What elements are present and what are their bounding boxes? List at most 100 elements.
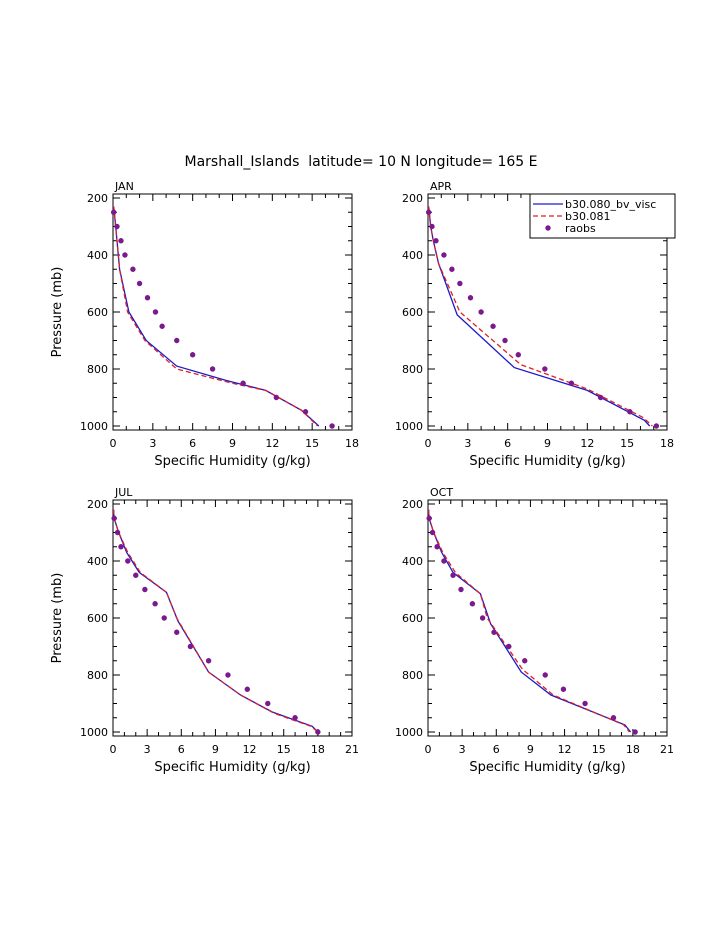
raobs-point: [467, 295, 474, 301]
y-tick-label: 600: [402, 612, 423, 625]
raobs-point: [458, 586, 464, 593]
x-tick-label: 9: [544, 437, 551, 450]
raobs-point: [515, 352, 521, 358]
series-line-b30-080: [428, 206, 651, 427]
x-tick-label: 18: [660, 437, 674, 450]
x-tick-label: 21: [345, 743, 359, 756]
legend-label: b30.080_bv_visc: [565, 198, 656, 211]
raobs-point: [209, 366, 216, 372]
x-tick-label: 6: [178, 743, 185, 756]
y-tick-label: 800: [402, 363, 423, 376]
y-tick-label: 600: [402, 306, 423, 319]
legend-box: [529, 193, 676, 239]
y-tick-label: 1000: [395, 726, 423, 739]
raobs-point: [653, 423, 660, 429]
raobs-point: [522, 658, 528, 664]
series-line-b30-080: [427, 509, 632, 733]
raobs-point: [478, 309, 484, 315]
x-tick-label: 15: [305, 437, 319, 450]
plot-frame: [427, 499, 668, 737]
x-tick-label: 3: [459, 743, 466, 756]
series-line-b30-081: [112, 509, 319, 733]
raobs-point: [205, 658, 212, 664]
raobs-point: [632, 729, 638, 735]
y-tick-label: 1000: [80, 726, 108, 739]
x-tick-label: 0: [110, 743, 117, 756]
x-tick-label: 9: [527, 743, 534, 756]
raobs-point: [582, 700, 588, 707]
raobs-point: [174, 337, 180, 344]
raobs-point: [542, 366, 548, 372]
y-tick-label: 1000: [80, 420, 108, 433]
y-tick-label: 800: [87, 669, 108, 682]
series-line-b30-080: [113, 206, 320, 427]
raobs-point: [302, 409, 309, 415]
raobs-point: [429, 529, 436, 536]
plot-frame: [112, 193, 353, 431]
raobs-point: [152, 601, 158, 607]
plot-frame: [112, 499, 353, 737]
raobs-point: [225, 672, 231, 678]
raobs-point: [441, 252, 447, 258]
x-axis-title: Specific Humidity (g/kg): [154, 454, 310, 469]
raobs-point: [136, 280, 143, 287]
x-axis-title: Specific Humidity (g/kg): [154, 760, 310, 775]
raobs-point: [560, 686, 567, 692]
raobs-point: [142, 586, 148, 593]
raobs-point: [426, 515, 432, 521]
raobs-point: [315, 729, 321, 735]
x-axis-title: Specific Humidity (g/kg): [469, 760, 625, 775]
y-tick-label: 200: [87, 498, 108, 511]
raobs-point: [122, 252, 128, 258]
x-axis-title: Specific Humidity (g/kg): [469, 454, 625, 469]
raobs-point: [152, 309, 159, 315]
figure-title: Marshall_Islands latitude= 10 N longitud…: [184, 154, 537, 170]
y-tick-label: 200: [87, 192, 108, 205]
raobs-point: [433, 238, 439, 244]
x-tick-label: 6: [189, 437, 196, 450]
raobs-point: [434, 544, 440, 550]
raobs-point: [429, 223, 435, 230]
x-tick-label: 18: [345, 437, 359, 450]
y-tick-label: 600: [87, 612, 108, 625]
legend-dot: [545, 225, 551, 231]
raobs-point: [329, 423, 335, 429]
legend-label: raobs: [565, 222, 596, 235]
x-tick-label: 21: [660, 743, 674, 756]
x-tick-label: 0: [110, 437, 117, 450]
y-tick-label: 400: [87, 249, 108, 262]
y-tick-label: 400: [402, 249, 423, 262]
raobs-point: [450, 572, 456, 578]
raobs-point: [506, 643, 512, 650]
raobs-point: [542, 672, 548, 678]
y-tick-label: 400: [402, 555, 423, 568]
panel-oct: 0 3 6 9 12 15 18 21 200 400 600 800 1000 Specific Hum…: [395, 486, 674, 775]
raobs-point: [568, 380, 575, 386]
raobs-point: [144, 295, 151, 301]
raobs-point: [479, 615, 486, 621]
raobs-point: [189, 352, 196, 358]
x-tick-label: 0: [425, 437, 432, 450]
raobs-point: [244, 686, 250, 692]
y-tick-label: 400: [87, 555, 108, 568]
raobs-point: [114, 529, 121, 536]
y-tick-label: 800: [87, 363, 108, 376]
panel-jul: 0 3 6 9 12 15 18 21 200 400 600 800 1000 Specific Hum…: [50, 486, 359, 775]
legend-label: b30.081: [565, 210, 610, 223]
raobs-point: [111, 515, 117, 521]
series-line-b30-080: [112, 509, 319, 733]
x-tick-label: 12: [243, 743, 257, 756]
raobs-point: [273, 394, 280, 401]
series-line-b30-081: [428, 206, 653, 427]
y-tick-label: 600: [87, 306, 108, 319]
raobs-point: [265, 700, 271, 707]
raobs-point: [490, 323, 496, 329]
x-tick-label: 6: [493, 743, 500, 756]
y-tick-label: 200: [402, 498, 423, 511]
raobs-point: [292, 715, 298, 721]
y-tick-label: 200: [402, 192, 423, 205]
x-tick-label: 3: [149, 437, 156, 450]
raobs-point: [240, 380, 246, 386]
y-tick-label: 800: [402, 669, 423, 682]
